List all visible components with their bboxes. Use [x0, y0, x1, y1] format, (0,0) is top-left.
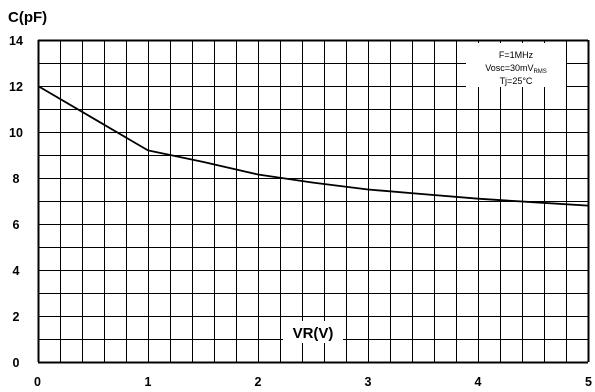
y-tick-label: 2 [13, 310, 20, 324]
temperature-note: Tj=25°C [500, 76, 533, 86]
y-tick-label: 14 [9, 34, 23, 48]
data-point [147, 149, 149, 151]
data-point [202, 161, 204, 163]
data-point [587, 205, 589, 207]
vosc-note: Vosc=30mVRMS [485, 63, 547, 75]
data-point [92, 117, 94, 119]
capacitance-curve [37, 85, 589, 207]
y-tick-label: 6 [13, 218, 20, 232]
x-axis-title: VR(V) [293, 325, 334, 342]
data-point [37, 85, 39, 87]
x-axis-title-background [283, 321, 343, 343]
data-point [312, 182, 314, 184]
x-tick-label: 1 [145, 375, 152, 389]
data-point [422, 193, 424, 195]
data-point [532, 201, 534, 203]
x-tick-label: 2 [255, 375, 262, 389]
y-tick-label: 12 [9, 80, 23, 94]
y-tick-label: 10 [9, 126, 23, 140]
frequency-note: F=1MHz [499, 50, 534, 60]
x-tick-label: 3 [365, 375, 372, 389]
conditions-box: F=1MHz Vosc=30mVRMS Tj=25°C [466, 43, 566, 87]
x-tick-label: 4 [475, 375, 482, 389]
x-tick-label: 5 [585, 375, 592, 389]
y-axis-title: C(pF) [8, 9, 47, 26]
y-tick-label: 8 [13, 172, 20, 186]
data-point [257, 174, 259, 176]
vosc-subscript: RMS [533, 69, 546, 75]
data-point [367, 189, 369, 191]
vosc-main: Vosc=30mV [485, 63, 533, 73]
x-tick-label: 0 [34, 375, 41, 389]
data-points [37, 85, 589, 207]
data-point [477, 198, 479, 200]
y-tick-label: 0 [13, 356, 20, 370]
y-tick-label: 4 [13, 264, 20, 278]
